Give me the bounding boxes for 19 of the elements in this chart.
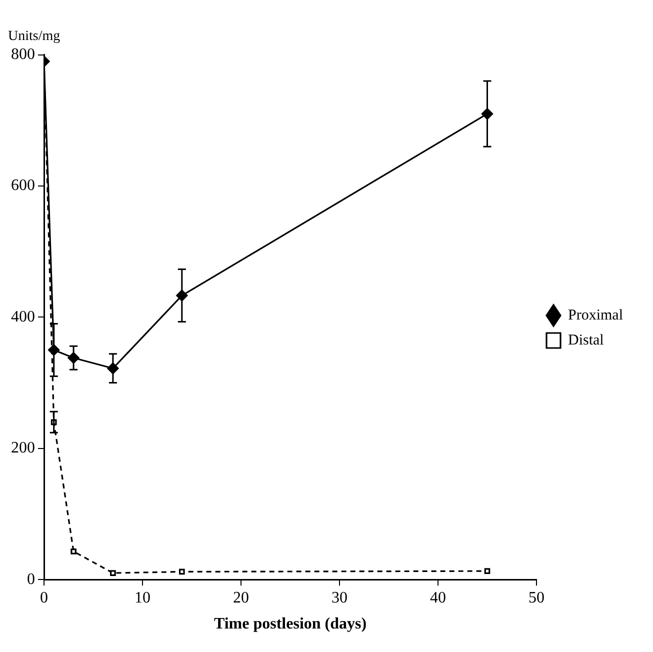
x-axis-title: Time postlesion (days) bbox=[214, 616, 367, 633]
y-axis-title: Units/mg bbox=[8, 29, 60, 44]
y-tick-label: 800 bbox=[11, 46, 35, 64]
x-tick-label: 10 bbox=[134, 589, 150, 606]
point bbox=[178, 568, 185, 575]
y-tick-label: 200 bbox=[11, 440, 35, 457]
legend-label: Distal bbox=[568, 332, 604, 348]
x-tick-label: 50 bbox=[528, 589, 544, 606]
x-tick-label: 30 bbox=[332, 589, 348, 606]
point bbox=[70, 548, 76, 554]
point bbox=[484, 568, 490, 574]
x-tick-label: 40 bbox=[430, 589, 446, 606]
y-tick-label: 0 bbox=[27, 570, 35, 588]
x-tick-label: 20 bbox=[233, 589, 249, 606]
point bbox=[110, 570, 116, 576]
x-tick-label: 0 bbox=[40, 589, 48, 606]
y-tick-label: 600 bbox=[11, 177, 35, 194]
y-tick-label: 400 bbox=[11, 308, 35, 326]
legend-label: Proximal bbox=[568, 307, 623, 324]
